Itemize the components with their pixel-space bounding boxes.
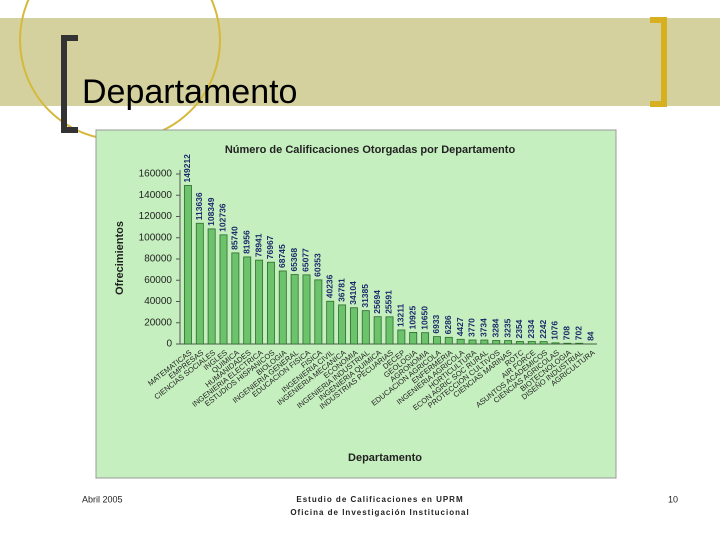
bar: [409, 331, 418, 345]
y-tick-label: 120000: [139, 211, 173, 222]
page-number: 10: [668, 494, 678, 504]
value-label: 10925: [407, 305, 417, 329]
value-label: 31385: [360, 284, 370, 308]
value-label: 113636: [194, 192, 204, 220]
value-label: 108349: [206, 197, 216, 226]
chart-title: Número de Calificaciones Otorgadas por D…: [225, 144, 516, 156]
bar: [456, 338, 465, 345]
bar: [492, 340, 501, 345]
bar: [385, 316, 394, 345]
y-tick-label: 60000: [144, 275, 172, 286]
value-label: 65077: [301, 248, 311, 272]
bar: [290, 274, 299, 345]
value-label: 102736: [218, 203, 228, 232]
bar: [207, 228, 216, 345]
bar: [338, 304, 347, 345]
x-axis-title: Departamento: [348, 452, 422, 464]
value-label: 13211: [396, 304, 406, 327]
chart-frame: [95, 129, 617, 479]
value-label: 3235: [502, 318, 512, 337]
bar: [195, 222, 204, 345]
footer-date: Abril 2005: [82, 494, 123, 504]
bar: [219, 234, 228, 345]
value-label: 4427: [455, 317, 465, 336]
value-label: 85740: [230, 226, 240, 250]
value-label: 3284: [490, 318, 500, 337]
value-label: 708: [562, 326, 572, 340]
y-tick-label: 0: [166, 339, 172, 350]
bar: [504, 340, 513, 345]
value-label: 1076: [550, 321, 560, 340]
bar: [515, 341, 524, 345]
bar: [278, 270, 287, 345]
bar: [183, 185, 192, 345]
value-label: 3770: [467, 318, 477, 337]
bar: [255, 259, 264, 345]
value-label: 2242: [538, 319, 548, 338]
y-tick-label: 40000: [144, 296, 172, 307]
value-label: 40236: [324, 274, 334, 298]
value-label: 3734: [479, 318, 489, 337]
bar: [432, 336, 441, 345]
bar: [397, 329, 406, 345]
bar: [326, 300, 335, 345]
bar: [231, 252, 240, 345]
bar: [302, 274, 311, 345]
slide-title: Departamento: [82, 73, 297, 111]
bar: [361, 310, 370, 345]
footer-line: Oficina de Investigación Institucional: [290, 508, 469, 517]
value-label: 60353: [313, 253, 323, 277]
y-tick-label: 20000: [144, 317, 172, 328]
value-label: 25694: [372, 290, 382, 314]
title-band: [0, 18, 720, 106]
y-tick-label: 100000: [139, 232, 173, 243]
value-label: 76967: [265, 235, 275, 259]
value-label: 10650: [419, 306, 429, 330]
bar: [373, 316, 382, 345]
value-label: 78941: [253, 233, 263, 257]
bar: [480, 339, 489, 345]
bar: [563, 342, 572, 345]
bar: [421, 332, 430, 345]
value-label: 65368: [289, 248, 299, 272]
left-bracket: [61, 35, 78, 133]
value-label: 68745: [277, 244, 287, 268]
bar: [539, 341, 548, 345]
value-label: 34104: [348, 281, 358, 305]
footer-line: Estudio de Calificaciones en UPRM: [296, 495, 463, 504]
bar: [551, 342, 560, 345]
value-label: 84: [585, 331, 595, 341]
value-label: 2354: [514, 319, 524, 338]
y-axis-title: Ofrecimientos: [114, 221, 126, 295]
bar: [314, 279, 323, 345]
bar: [575, 342, 584, 345]
bar: [444, 336, 453, 345]
bar: [266, 261, 275, 345]
bar: [243, 256, 252, 345]
bar: [527, 341, 536, 345]
value-label: 6286: [443, 315, 453, 334]
bar: [468, 339, 477, 345]
value-label: 81956: [241, 230, 251, 254]
value-label: 702: [573, 326, 583, 340]
y-tick-label: 160000: [139, 169, 173, 180]
value-label: 149212: [182, 154, 192, 183]
right-bracket: [650, 17, 667, 107]
value-label: 6933: [431, 314, 441, 333]
bar: [349, 307, 358, 345]
value-label: 2334: [526, 319, 536, 338]
value-label: 25591: [384, 290, 394, 314]
y-tick-label: 140000: [139, 190, 173, 201]
value-label: 36781: [336, 278, 346, 302]
y-tick-label: 80000: [144, 254, 172, 265]
